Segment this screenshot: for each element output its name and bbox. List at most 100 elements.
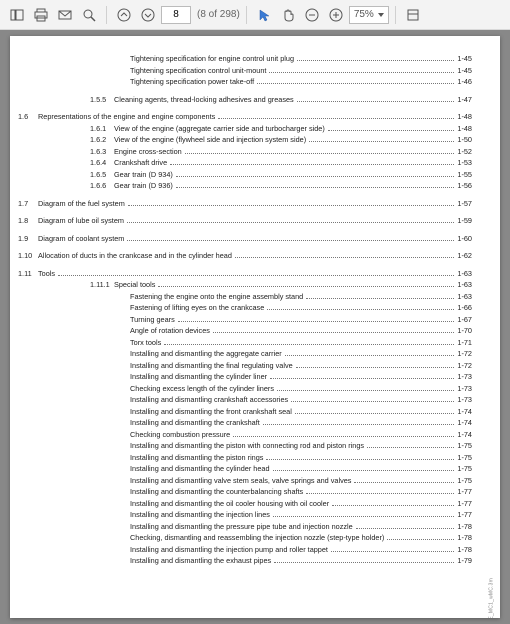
- toc-title: Diagram of lube oil system: [38, 216, 124, 225]
- toc-title: View of the engine (flywheel side and in…: [114, 135, 306, 144]
- toc-leader-dots: [296, 367, 455, 368]
- toc-title: Installing and dismantling the piston ri…: [130, 453, 263, 462]
- toc-title: Checking, dismantling and reassembling t…: [130, 533, 384, 542]
- toc-title: Gear train (D 934): [114, 170, 173, 179]
- toc-title: Turning gears: [130, 315, 175, 324]
- toc-page: 1-71: [457, 338, 472, 347]
- toc-leader-dots: [263, 424, 455, 425]
- toc-leader-dots: [127, 240, 454, 241]
- toc-leader-dots: [297, 60, 454, 61]
- toc-title: Installing and dismantling the crankshaf…: [130, 418, 260, 427]
- toc-entry: 1.6.3Engine cross-section1-52: [38, 147, 472, 156]
- toc-page: 1-74: [457, 407, 472, 416]
- toc-page: 1-48: [457, 112, 472, 121]
- toc-page: 1-78: [457, 533, 472, 542]
- toc-page: 1-77: [457, 487, 472, 496]
- toc-leader-dots: [273, 470, 455, 471]
- toc-number: 1.6.6: [90, 181, 114, 190]
- toc-number: 1.11: [18, 269, 38, 278]
- toc-page: 1-75: [457, 464, 472, 473]
- toc-entry: Checking combustion pressure1-74: [38, 430, 472, 439]
- selection-tool-button[interactable]: [253, 4, 275, 26]
- print-button[interactable]: [30, 4, 52, 26]
- toc-leader-dots: [273, 516, 454, 517]
- zoom-select[interactable]: 75%: [349, 6, 389, 24]
- toc-entry: Installing and dismantling the pressure …: [38, 522, 472, 531]
- toc-entry: 1.6.5Gear train (D 934)1-55: [38, 170, 472, 179]
- toc-leader-dots: [274, 562, 454, 563]
- toc-page: 1-72: [457, 349, 472, 358]
- toc-title: Diagram of coolant system: [38, 234, 124, 243]
- toc-leader-dots: [356, 528, 455, 529]
- toc-number: 1.6.2: [90, 135, 114, 144]
- toc-entry: Installing and dismantling the cylinder …: [38, 372, 472, 381]
- toc-entry: Fastening of lifting eyes on the crankca…: [38, 303, 472, 312]
- toc-title: Crankshaft drive: [114, 158, 167, 167]
- toc-entry: 1.10Allocation of ducts in the crankcase…: [38, 251, 472, 260]
- toc-entry: 1.11Tools1-63: [38, 269, 472, 278]
- toc-leader-dots: [297, 101, 455, 102]
- toc-leader-dots: [367, 447, 454, 448]
- toc-leader-dots: [387, 539, 454, 540]
- toc-page: 1-72: [457, 361, 472, 370]
- toc-title: Cleaning agents, thread-locking adhesive…: [114, 95, 294, 104]
- toc-leader-dots: [331, 551, 454, 552]
- toc-leader-dots: [158, 286, 454, 287]
- toc-title: Installing and dismantling the cylinder …: [130, 464, 270, 473]
- toc-page: 1-60: [457, 234, 472, 243]
- toc-leader-dots: [332, 505, 454, 506]
- toc-page: 1-78: [457, 522, 472, 531]
- toc-entry: 1.8Diagram of lube oil system1-59: [38, 216, 472, 225]
- toc-entry: Tightening specification for engine cont…: [38, 54, 472, 63]
- toc-title: Checking excess length of the cylinder l…: [130, 384, 274, 393]
- toc-leader-dots: [266, 459, 454, 460]
- zoom-in-button[interactable]: [325, 4, 347, 26]
- toc-page: 1-73: [457, 372, 472, 381]
- toc-entry: Angle of rotation devices1-70: [38, 326, 472, 335]
- toc-title: Fastening of lifting eyes on the crankca…: [130, 303, 264, 312]
- toc-page: 1-79: [457, 556, 472, 565]
- zoom-out-button[interactable]: [301, 4, 323, 26]
- tools-button[interactable]: [402, 4, 424, 26]
- pdf-toolbar: (8 of 298) 75%: [0, 0, 510, 30]
- toc-page: 1-63: [457, 269, 472, 278]
- toc-page: 1-59: [457, 216, 472, 225]
- toc-page: 1-73: [457, 395, 472, 404]
- hand-tool-button[interactable]: [277, 4, 299, 26]
- toc-number: 1.6.3: [90, 147, 114, 156]
- toc-title: Engine cross-section: [114, 147, 182, 156]
- toc-leader-dots: [58, 275, 454, 276]
- page-number-input[interactable]: [161, 6, 191, 24]
- search-button[interactable]: [78, 4, 100, 26]
- toc-title: Diagram of the fuel system: [38, 199, 125, 208]
- toc-number: 1.6: [18, 112, 38, 121]
- toc-title: Installing and dismantling the cylinder …: [130, 372, 267, 381]
- toc-title: Installing and dismantling the counterba…: [130, 487, 303, 496]
- toc-number: 1.10: [18, 251, 38, 260]
- toc-leader-dots: [328, 130, 455, 131]
- toc-entry: Installing and dismantling the aggregate…: [38, 349, 472, 358]
- toc-entry: Torx tools1-71: [38, 338, 472, 347]
- toc-number: 1.5.5: [90, 95, 114, 104]
- toc-leader-dots: [170, 164, 454, 165]
- page-up-button[interactable]: [113, 4, 135, 26]
- toc-entry: Installing and dismantling crankshaft ac…: [38, 395, 472, 404]
- toc-entry: 1.11.1Special tools1-63: [38, 280, 472, 289]
- side-footer-text: LMB/00/C18/Issued: 06.12.2006/en Oiledr …: [488, 578, 494, 618]
- toc-page: 1-78: [457, 545, 472, 554]
- toc-entry: Installing and dismantling the oil coole…: [38, 499, 472, 508]
- toc-title: Installing and dismantling the pressure …: [130, 522, 353, 531]
- page-viewport: Tightening specification for engine cont…: [0, 30, 510, 624]
- page-down-button[interactable]: [137, 4, 159, 26]
- toc-entry: Installing and dismantling the piston ri…: [38, 453, 472, 462]
- sidebar-toggle-button[interactable]: [6, 4, 28, 26]
- toc-leader-dots: [270, 378, 454, 379]
- toc-title: Allocation of ducts in the crankcase and…: [38, 251, 232, 260]
- email-button[interactable]: [54, 4, 76, 26]
- toc-title: Tightening specification for engine cont…: [130, 54, 294, 63]
- toc-page: 1-73: [457, 384, 472, 393]
- toc-title: Installing and dismantling the injection…: [130, 545, 328, 554]
- toc-leader-dots: [285, 355, 455, 356]
- toc-entry: Installing and dismantling the injection…: [38, 510, 472, 519]
- toc-page: 1-62: [457, 251, 472, 260]
